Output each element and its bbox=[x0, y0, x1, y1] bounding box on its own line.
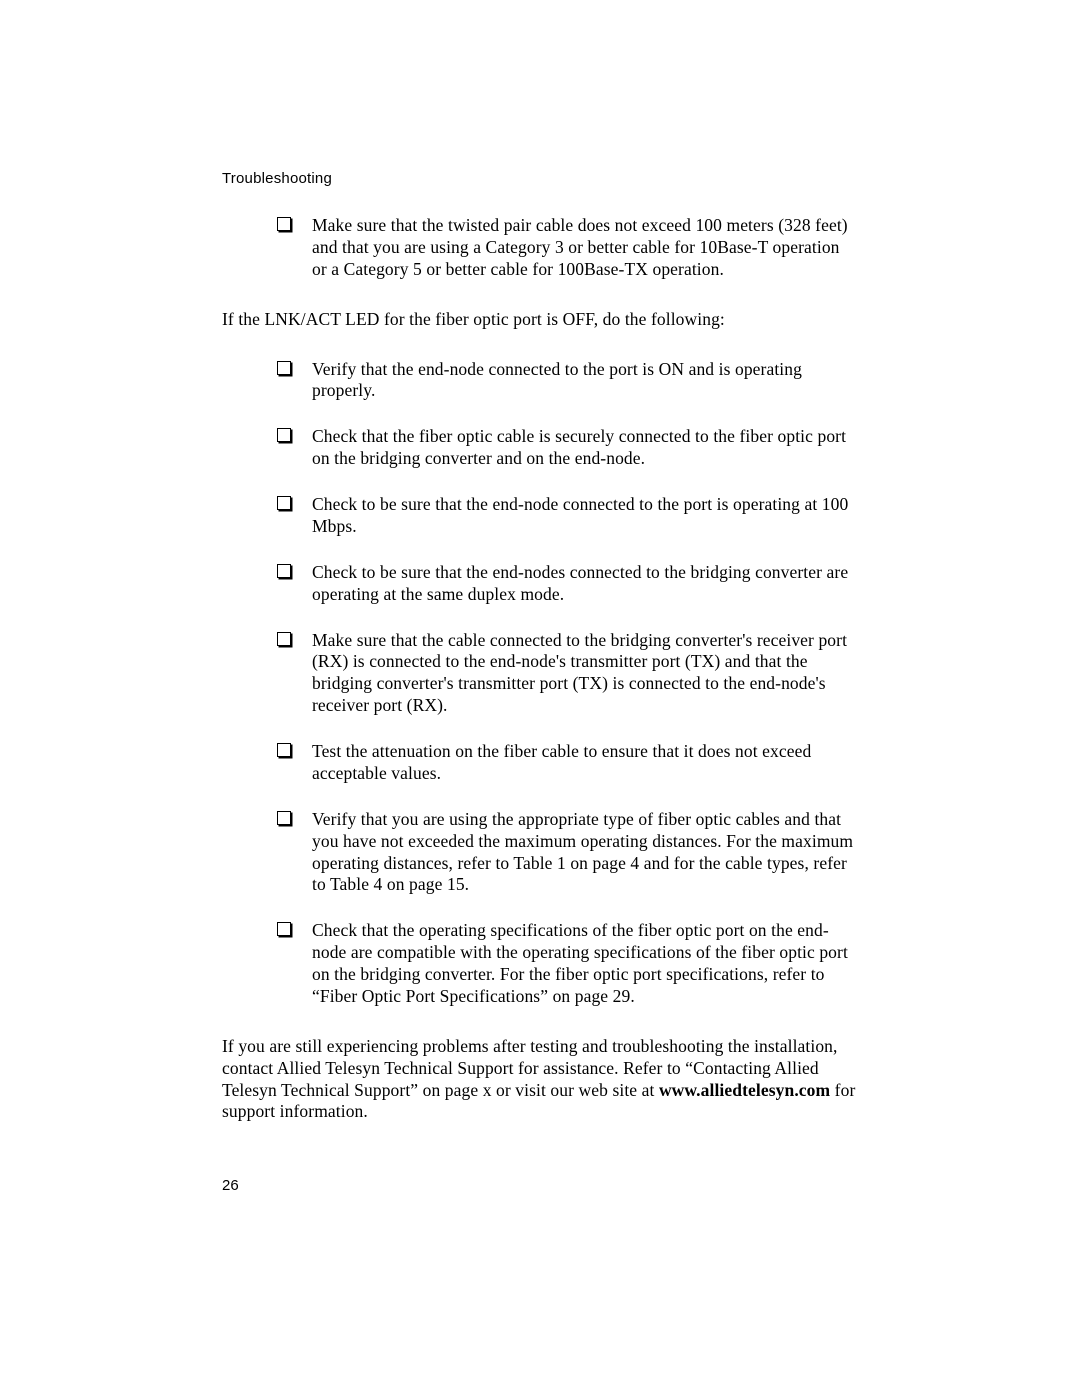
list-item: Check to be sure that the end-nodes conn… bbox=[277, 562, 858, 606]
list-item-text: Check to be sure that the end-node conne… bbox=[312, 494, 848, 536]
support-url: www.alliedtelesyn.com bbox=[659, 1080, 830, 1100]
list-item: Test the attenuation on the fiber cable … bbox=[277, 741, 858, 785]
checklist-1: Make sure that the twisted pair cable do… bbox=[222, 215, 858, 281]
checkbox-icon bbox=[277, 496, 291, 510]
checkbox-icon bbox=[277, 361, 291, 375]
list-item-text: Check that the operating specifications … bbox=[312, 920, 848, 1006]
list-item-text: Verify that the end-node connected to th… bbox=[312, 359, 802, 401]
checkbox-icon bbox=[277, 217, 291, 231]
checklist-2: Verify that the end-node connected to th… bbox=[222, 359, 858, 1008]
list-item-text: Check that the fiber optic cable is secu… bbox=[312, 426, 846, 468]
checkbox-icon bbox=[277, 632, 291, 646]
section-header: Troubleshooting bbox=[222, 170, 858, 187]
paragraph: If the LNK/ACT LED for the fiber optic p… bbox=[222, 309, 858, 331]
list-item: Verify that the end-node connected to th… bbox=[277, 359, 858, 403]
closing-paragraph: If you are still experiencing problems a… bbox=[222, 1036, 858, 1124]
checkbox-icon bbox=[277, 922, 291, 936]
list-item: Make sure that the twisted pair cable do… bbox=[277, 215, 858, 281]
list-item-text: Make sure that the cable connected to th… bbox=[312, 630, 847, 716]
list-item: Make sure that the cable connected to th… bbox=[277, 630, 858, 718]
list-item: Check that the fiber optic cable is secu… bbox=[277, 426, 858, 470]
page-number: 26 bbox=[222, 1177, 239, 1194]
list-item: Check to be sure that the end-node conne… bbox=[277, 494, 858, 538]
document-page: Troubleshooting Make sure that the twist… bbox=[0, 0, 1080, 1397]
list-item-text: Check to be sure that the end-nodes conn… bbox=[312, 562, 848, 604]
list-item-text: Verify that you are using the appropriat… bbox=[312, 809, 853, 895]
list-item-text: Make sure that the twisted pair cable do… bbox=[312, 215, 848, 279]
checkbox-icon bbox=[277, 428, 291, 442]
list-item-text: Test the attenuation on the fiber cable … bbox=[312, 741, 811, 783]
checkbox-icon bbox=[277, 564, 291, 578]
checkbox-icon bbox=[277, 811, 291, 825]
list-item: Verify that you are using the appropriat… bbox=[277, 809, 858, 897]
list-item: Check that the operating specifications … bbox=[277, 920, 858, 1008]
checkbox-icon bbox=[277, 743, 291, 757]
